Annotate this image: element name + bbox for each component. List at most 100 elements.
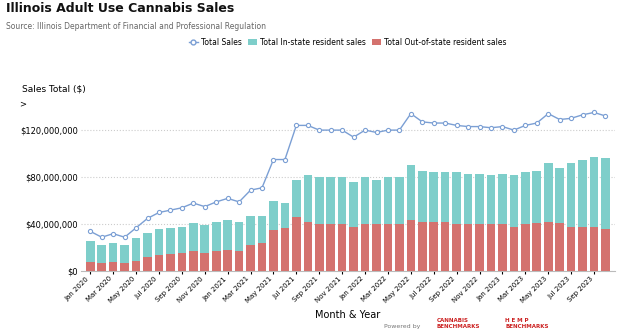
Bar [349, 182, 358, 271]
Text: Illinois Adult Use Cannabis Sales: Illinois Adult Use Cannabis Sales [6, 2, 235, 15]
Bar [338, 224, 346, 271]
Bar [475, 174, 484, 271]
Bar [487, 224, 495, 271]
Bar [601, 158, 610, 271]
Bar [384, 224, 392, 271]
Bar [544, 222, 552, 271]
Bar [235, 222, 243, 271]
Bar [361, 177, 369, 271]
Bar [97, 246, 106, 271]
Bar [144, 257, 152, 271]
Bar [555, 223, 564, 271]
Bar [567, 163, 575, 271]
Bar [441, 173, 449, 271]
Bar [223, 219, 232, 271]
Bar [498, 224, 507, 271]
Bar [498, 174, 507, 271]
Bar [372, 224, 381, 271]
Bar [246, 246, 255, 271]
Legend: Total Sales, Total In-state resident sales, Total Out-of-state resident sales: Total Sales, Total In-state resident sal… [186, 35, 510, 50]
Bar [418, 222, 427, 271]
Bar [269, 230, 278, 271]
Bar [235, 251, 243, 271]
Bar [475, 224, 484, 271]
Bar [246, 216, 255, 271]
Bar [521, 224, 530, 271]
Bar [178, 226, 186, 271]
Bar [395, 177, 404, 271]
Bar [120, 246, 129, 271]
Bar [452, 173, 461, 271]
Bar [132, 261, 140, 271]
Text: Powered by: Powered by [384, 324, 420, 329]
Bar [200, 253, 209, 271]
Bar [407, 165, 415, 271]
Text: Source: Illinois Department of Financial and Professional Regulation: Source: Illinois Department of Financial… [6, 22, 266, 31]
Bar [532, 171, 541, 271]
Bar [601, 229, 610, 271]
Bar [326, 177, 335, 271]
Bar [384, 177, 392, 271]
Bar [144, 232, 152, 271]
Bar [464, 174, 472, 271]
Bar [292, 217, 301, 271]
Bar [590, 226, 598, 271]
Y-axis label: Sales Total ($): Sales Total ($) [22, 85, 86, 94]
Text: CANNABIS
BENCHMARKS: CANNABIS BENCHMARKS [437, 318, 480, 329]
Bar [590, 157, 598, 271]
Bar [578, 226, 587, 271]
Bar [189, 251, 198, 271]
Bar [120, 263, 129, 271]
Bar [269, 201, 278, 271]
Bar [109, 262, 117, 271]
Bar [258, 243, 266, 271]
Bar [429, 222, 438, 271]
Bar [510, 226, 518, 271]
Bar [418, 171, 427, 271]
Bar [303, 222, 312, 271]
Bar [429, 173, 438, 271]
Bar [178, 253, 186, 271]
Bar [212, 222, 220, 271]
Bar [166, 254, 175, 271]
Bar [155, 229, 163, 271]
Bar [281, 203, 289, 271]
X-axis label: Month & Year: Month & Year [315, 310, 381, 320]
Bar [464, 224, 472, 271]
Bar [338, 177, 346, 271]
Bar [86, 262, 95, 271]
Bar [487, 175, 495, 271]
Bar [258, 216, 266, 271]
Bar [315, 224, 324, 271]
Bar [441, 222, 449, 271]
Bar [281, 228, 289, 271]
Bar [567, 226, 575, 271]
Text: >: > [19, 99, 26, 109]
Bar [86, 241, 95, 271]
Bar [510, 175, 518, 271]
Bar [521, 173, 530, 271]
Text: H E M P
BENCHMARKS: H E M P BENCHMARKS [505, 318, 549, 329]
Bar [349, 226, 358, 271]
Bar [166, 228, 175, 271]
Bar [200, 225, 209, 271]
Bar [326, 224, 335, 271]
Bar [544, 163, 552, 271]
Bar [532, 223, 541, 271]
Bar [578, 159, 587, 271]
Bar [372, 180, 381, 271]
Bar [212, 251, 220, 271]
Bar [407, 219, 415, 271]
Bar [555, 168, 564, 271]
Bar [395, 224, 404, 271]
Bar [155, 255, 163, 271]
Bar [109, 243, 117, 271]
Bar [189, 223, 198, 271]
Bar [132, 239, 140, 271]
Bar [303, 175, 312, 271]
Bar [452, 224, 461, 271]
Bar [223, 250, 232, 271]
Bar [315, 177, 324, 271]
Bar [292, 180, 301, 271]
Bar [97, 263, 106, 271]
